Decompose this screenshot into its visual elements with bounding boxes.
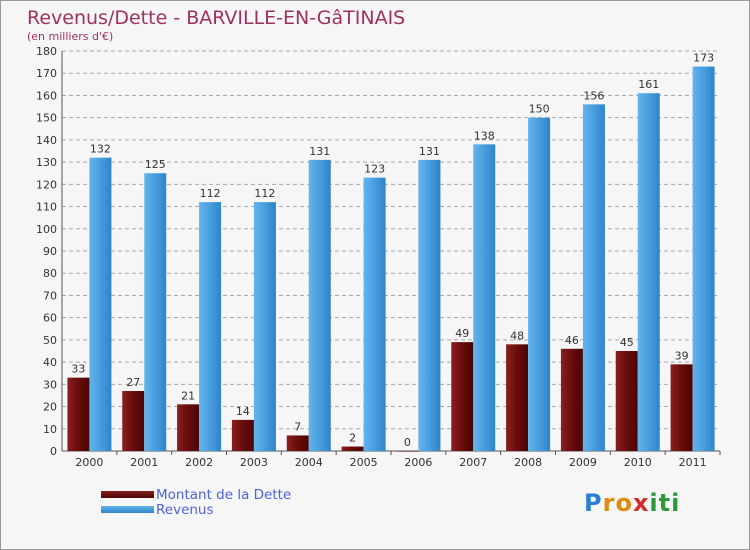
x-tick-label: 2008 [514,456,542,469]
data-label-dette: 14 [236,405,250,418]
legend-swatch-dette [101,491,154,498]
data-label-dette: 7 [294,420,301,433]
data-label-revenus: 131 [419,145,440,158]
data-label-revenus: 112 [200,187,221,200]
bar-revenus [363,177,386,451]
x-tick-label: 2006 [404,456,432,469]
data-label-dette: 0 [404,436,411,449]
data-label-dette: 48 [510,329,524,342]
bar-revenus [692,66,715,452]
data-label-revenus: 156 [583,89,604,102]
x-tick-label: 2011 [679,456,707,469]
bar-revenus [253,202,276,451]
logo-letter: t [658,489,672,517]
chart-subtitle: (en milliers d'€) [27,30,114,43]
y-tick-label: 130 [36,156,57,169]
legend-swatch-revenus [101,506,154,513]
bar-dette [670,364,693,451]
legend-label-revenus: Revenus [156,502,214,518]
data-label-revenus: 132 [90,143,111,156]
bar-dette [341,446,364,451]
y-tick-label: 50 [43,334,57,347]
y-tick-label: 110 [36,201,57,214]
bar-dette [615,351,638,451]
data-label-dette: 46 [565,334,579,347]
bar-revenus [144,173,167,451]
x-tick-label: 2010 [624,456,652,469]
x-tick-label: 2002 [185,456,213,469]
bar-dette [177,404,200,451]
logo-letter: i [671,489,681,517]
data-label-revenus: 138 [474,129,495,142]
bar-dette [560,348,583,451]
x-tick-label: 2000 [75,456,103,469]
bar-dette [451,342,474,451]
data-label-revenus: 173 [693,52,714,65]
data-label-dette: 49 [455,327,469,340]
y-tick-label: 10 [43,423,57,436]
bar-revenus [199,202,222,451]
bar-revenus [582,104,605,451]
y-tick-label: 140 [36,134,57,147]
y-tick-label: 70 [43,289,57,302]
data-label-dette: 39 [675,349,689,362]
data-label-revenus: 125 [145,158,166,171]
y-tick-label: 120 [36,178,57,191]
data-label-dette: 21 [181,389,195,402]
bar-revenus [89,157,112,451]
data-label-dette: 2 [349,432,356,445]
bar-dette [286,435,309,451]
bar-revenus [473,144,496,452]
chart-title: Revenus/Dette - BARVILLE-EN-GâTINAIS [27,7,406,29]
bar-revenus [528,117,551,452]
bar-dette [231,419,254,451]
y-tick-label: 20 [43,401,57,414]
bar-dette [67,377,90,451]
y-tick-label: 40 [43,356,57,369]
bar-revenus [308,159,331,451]
y-tick-label: 170 [36,67,57,80]
x-tick-label: 2001 [130,456,158,469]
x-tick-label: 2003 [240,456,268,469]
y-tick-label: 0 [50,445,57,458]
y-tick-label: 180 [36,45,57,58]
x-tick-label: 2004 [295,456,323,469]
y-tick-label: 100 [36,223,57,236]
bar-dette [396,451,419,452]
x-tick-label: 2009 [569,456,597,469]
y-tick-label: 150 [36,112,57,125]
logo-letter: x [632,489,650,517]
bar-revenus [637,93,660,451]
data-label-revenus: 131 [309,145,330,158]
logo-letter: i [649,489,659,517]
logo-letter: r [602,489,616,517]
bar-dette [506,344,529,451]
x-tick-label: 2007 [459,456,487,469]
logo-letter: o [615,489,633,517]
data-label-revenus: 112 [254,187,275,200]
data-label-dette: 27 [126,376,140,389]
legend-label-dette: Montant de la Dette [156,487,292,503]
bar-dette [122,391,145,451]
y-tick-label: 30 [43,378,57,391]
bar-revenus [418,159,441,451]
data-label-dette: 33 [71,363,85,376]
y-tick-label: 60 [43,312,57,325]
data-label-revenus: 150 [529,103,550,116]
data-label-revenus: 161 [638,78,659,91]
proxiti-logo: Proxiti [584,489,680,517]
logo-letter: P [584,489,603,517]
y-tick-label: 160 [36,89,57,102]
y-tick-label: 90 [43,245,57,258]
data-label-dette: 45 [620,336,634,349]
data-label-revenus: 123 [364,163,385,176]
x-tick-label: 2005 [350,456,378,469]
y-tick-label: 80 [43,267,57,280]
